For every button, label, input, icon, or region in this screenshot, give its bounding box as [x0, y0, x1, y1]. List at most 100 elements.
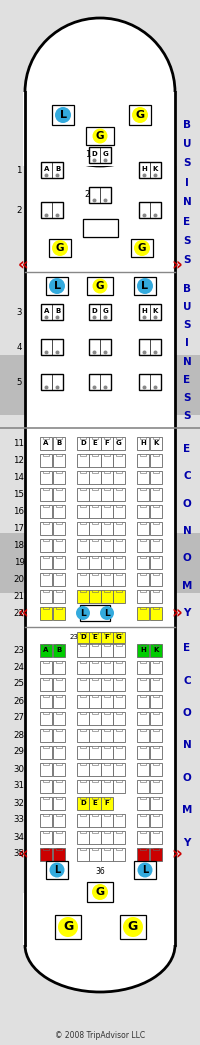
Text: «: « [18, 256, 28, 274]
Polygon shape [23, 893, 177, 945]
Bar [40, 745, 52, 759]
Bar [153, 712, 159, 714]
Text: O: O [183, 554, 191, 563]
Bar [137, 573, 149, 585]
Bar [153, 556, 159, 558]
Bar [53, 470, 65, 484]
Text: B: B [56, 647, 62, 653]
Bar [40, 796, 52, 810]
Circle shape [104, 386, 108, 390]
Text: L: L [104, 608, 110, 618]
Bar [113, 847, 125, 860]
Text: S: S [183, 393, 191, 402]
Bar [40, 644, 52, 656]
Text: D: D [92, 308, 97, 314]
Text: © 2008 TripAdvisor LLC: © 2008 TripAdvisor LLC [55, 1030, 145, 1040]
Bar [113, 728, 125, 742]
Bar [92, 745, 98, 748]
Text: M: M [182, 581, 192, 590]
Bar [92, 470, 98, 473]
Bar [137, 454, 149, 466]
Text: D: D [80, 800, 86, 806]
Text: Y: Y [183, 838, 191, 847]
Bar [89, 147, 111, 163]
Bar [40, 488, 52, 501]
Bar [77, 728, 89, 742]
Text: L: L [80, 608, 86, 618]
Bar [86, 127, 114, 145]
Bar [116, 712, 122, 714]
Bar [53, 556, 65, 568]
Bar [140, 763, 146, 765]
Bar [0, 533, 25, 593]
Circle shape [93, 199, 97, 203]
Bar [137, 505, 149, 517]
Bar [92, 538, 98, 541]
Text: 15: 15 [14, 489, 25, 498]
Bar [113, 745, 125, 759]
Circle shape [100, 606, 114, 620]
Bar [92, 644, 98, 646]
Bar [101, 660, 113, 673]
Bar [101, 573, 113, 585]
Bar [137, 437, 149, 449]
Bar [89, 796, 101, 810]
Bar [89, 745, 101, 759]
Bar [153, 437, 159, 439]
Bar [101, 437, 113, 449]
Bar [137, 780, 149, 792]
Bar [40, 677, 52, 691]
Bar [101, 813, 113, 827]
Bar [104, 695, 110, 697]
Bar [56, 763, 62, 765]
Bar [80, 556, 86, 558]
Bar [89, 631, 101, 643]
Bar [153, 644, 159, 646]
Bar [150, 589, 162, 603]
Bar [43, 660, 49, 663]
Bar [140, 606, 146, 609]
Text: G: G [63, 921, 73, 933]
Bar [89, 454, 101, 466]
Bar [40, 454, 52, 466]
Bar [92, 796, 98, 799]
Bar [137, 538, 149, 552]
Bar [116, 556, 122, 558]
Bar [140, 813, 146, 816]
Circle shape [45, 350, 49, 354]
Bar [53, 728, 65, 742]
Bar [92, 728, 98, 731]
Bar [89, 677, 101, 691]
Bar [150, 695, 162, 707]
Bar [77, 660, 89, 673]
Bar [113, 538, 125, 552]
Bar [101, 763, 113, 775]
Bar [137, 728, 149, 742]
Bar [53, 573, 65, 585]
Text: L: L [142, 865, 148, 875]
Bar [101, 677, 113, 691]
Bar [77, 573, 89, 585]
Bar [116, 437, 122, 439]
Text: C: C [183, 676, 191, 686]
Bar [80, 538, 86, 541]
Bar [53, 745, 65, 759]
Bar [89, 589, 101, 603]
Bar [56, 677, 62, 680]
Bar [150, 454, 162, 466]
Bar [116, 505, 122, 507]
Bar [43, 470, 49, 473]
Bar [89, 695, 101, 707]
Bar [56, 728, 62, 731]
Text: B: B [55, 166, 60, 172]
Bar [56, 712, 62, 714]
Bar [52, 104, 74, 125]
Text: 2: 2 [16, 206, 22, 214]
Text: L: L [142, 281, 148, 291]
Bar [92, 780, 98, 782]
Text: «: « [18, 845, 28, 863]
Bar [150, 556, 162, 568]
Bar [43, 521, 49, 524]
Bar [40, 470, 52, 484]
Bar [120, 915, 146, 939]
